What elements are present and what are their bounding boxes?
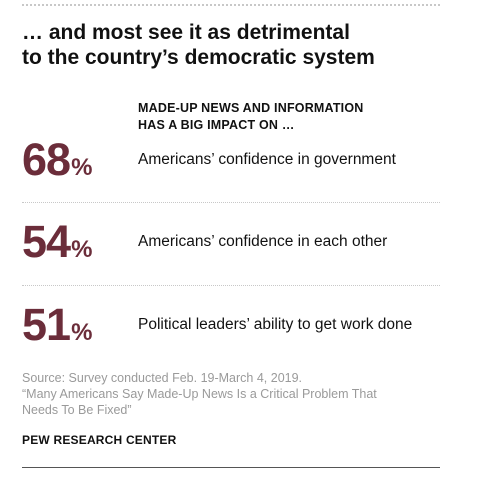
row-divider [22, 285, 440, 286]
stat-row-each-other: 54% Americans’ confidence in each other [22, 212, 440, 272]
source-line-1: Source: Survey conducted Feb. 19-March 4… [22, 371, 303, 385]
stat-percent-sign: % [71, 154, 93, 181]
stat-row-political-leaders: 51% Political leaders’ ability to get wo… [22, 295, 440, 355]
stat-label: Americans’ confidence in government [138, 151, 396, 168]
stat-percent-sign: % [71, 319, 93, 346]
column-header: MADE-UP NEWS AND INFORMATION HAS A BIG I… [138, 100, 458, 134]
stat-number: 54 [22, 216, 71, 267]
header-line-1: MADE-UP NEWS AND INFORMATION [138, 101, 364, 115]
header-line-2: HAS A BIG IMPACT ON … [138, 118, 295, 132]
title-line-1: … and most see it as detrimental [22, 21, 350, 44]
stat-number: 51 [22, 299, 71, 350]
stat-value: 68% [22, 130, 92, 190]
source-note: Source: Survey conducted Feb. 19-March 4… [22, 370, 462, 418]
row-divider [22, 202, 440, 203]
page-title: … and most see it as detrimental to the … [22, 20, 462, 70]
title-line-2: to the country’s democratic system [22, 46, 375, 69]
stat-label: Americans’ confidence in each other [138, 233, 388, 250]
stat-percent-sign: % [71, 236, 93, 263]
stat-value: 54% [22, 212, 92, 272]
source-line-2: “Many Americans Say Made-Up News Is a Cr… [22, 387, 377, 401]
stat-row-government: 68% Americans’ confidence in government [22, 130, 440, 190]
stat-value: 51% [22, 295, 92, 355]
top-dotted-divider [22, 4, 440, 6]
source-line-3: Needs To Be Fixed” [22, 403, 132, 417]
bottom-divider [22, 467, 440, 468]
brand-credit: PEW RESEARCH CENTER [22, 433, 177, 447]
stat-label: Political leaders’ ability to get work d… [138, 316, 413, 333]
stat-number: 68 [22, 134, 71, 185]
